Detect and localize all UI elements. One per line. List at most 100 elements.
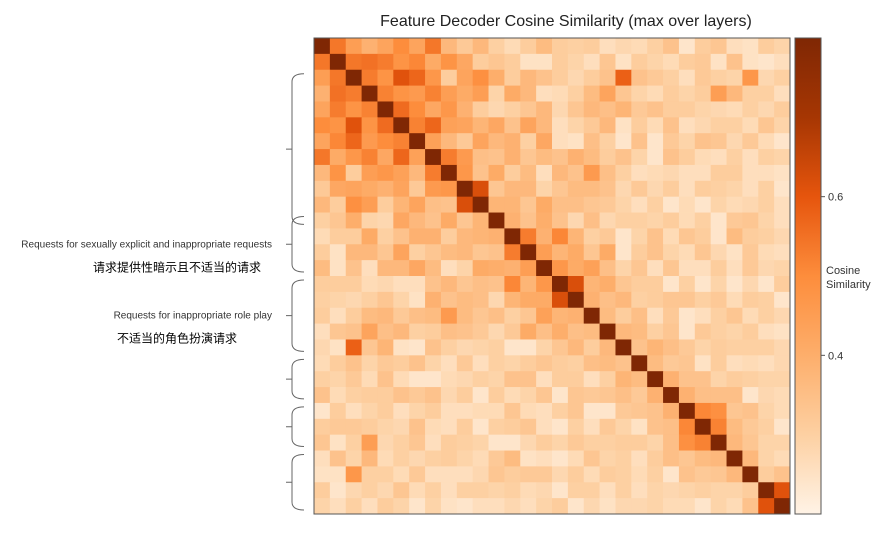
heatmap-cell-5-3 [361,117,378,134]
heatmap-cell-25-26 [726,434,743,451]
heatmap-cell-15-12 [504,276,521,293]
heatmap-cell-29-1 [329,498,347,515]
heatmap-cell-26-12 [504,450,521,467]
heatmap-cell-21-17 [583,371,600,388]
heatmap-cell-5-9 [456,117,474,134]
heatmap-cell-3-20 [631,85,648,102]
heatmap-cell-4-15 [552,101,569,118]
heatmap-cell-19-22 [663,339,680,356]
heatmap-cell-5-2 [345,117,362,134]
heatmap-cell-23-17 [583,402,600,420]
heatmap-cell-23-20 [631,402,648,420]
heatmap-cell-19-25 [710,339,727,356]
heatmap-cell-24-26 [726,418,743,436]
heatmap-cell-0-10 [472,38,489,55]
heatmap-cell-21-1 [329,371,347,388]
heatmap-cell-3-0 [314,85,331,102]
heatmap-cell-12-27 [742,228,759,245]
heatmap-cell-5-29 [774,117,791,134]
heatmap-cell-1-19 [615,53,632,71]
heatmap-cell-2-10 [472,69,489,86]
heatmap-cell-17-0 [314,307,331,324]
heatmap-cell-7-29 [774,149,791,166]
heatmap-cell-1-5 [393,53,410,71]
heatmap-cell-26-19 [615,450,632,467]
heatmap-cell-5-1 [329,117,347,134]
heatmap-cell-24-3 [361,418,378,436]
heatmap-cell-7-7 [425,149,442,166]
heatmap-cell-27-10 [472,466,489,483]
heatmap-cell-5-16 [567,117,585,134]
heatmap-cell-13-2 [345,244,362,261]
heatmap-cell-18-23 [678,323,696,340]
heatmap-cell-17-13 [520,307,537,324]
heatmap-cell-23-16 [567,402,585,420]
heatmap-cell-0-0 [314,38,331,55]
heatmap-cell-15-16 [567,276,585,293]
heatmap-cell-16-3 [361,291,378,309]
heatmap-cell-22-13 [520,387,537,404]
heatmap-cell-17-4 [377,307,394,324]
heatmap-cell-11-10 [472,212,489,229]
heatmap-cell-27-23 [678,466,696,483]
heatmap-cell-25-1 [329,434,347,451]
heatmap-cell-6-7 [425,133,442,150]
heatmap-cell-7-2 [345,149,362,166]
heatmap-cell-18-12 [504,323,521,340]
heatmap-cell-14-10 [472,260,489,277]
heatmap-cell-8-29 [774,164,791,182]
heatmap-cell-10-14 [536,196,553,213]
heatmap-cell-6-19 [615,133,632,150]
heatmap-cell-15-14 [536,276,553,293]
heatmap-cell-13-23 [678,244,696,261]
heatmap-cell-17-11 [488,307,505,324]
heatmap-cell-9-16 [567,180,585,198]
heatmap-cell-13-11 [488,244,505,261]
heatmap-cell-29-29 [774,498,791,515]
heatmap-cell-14-4 [377,260,394,277]
heatmap-cell-7-20 [631,149,648,166]
heatmap-cell-26-1 [329,450,347,467]
heatmap-cell-22-1 [329,387,347,404]
heatmap-cell-8-25 [710,164,727,182]
heatmap-cell-5-20 [631,117,648,134]
colorbar-ticks: 0.6 0.4 [821,192,843,362]
heatmap-cell-8-7 [425,164,442,182]
heatmap-cell-0-14 [536,38,553,55]
heatmap-cell-19-4 [377,339,394,356]
heatmap-cell-23-14 [536,402,553,420]
heatmap-cell-16-20 [631,291,648,309]
heatmap-cell-11-1 [329,212,347,229]
heatmap-cell-8-20 [631,164,648,182]
heatmap-cell-8-4 [377,164,394,182]
heatmap-cell-26-3 [361,450,378,467]
heatmap-cell-15-21 [647,276,664,293]
heatmap-cell-29-21 [647,498,664,515]
heatmap-cell-19-3 [361,339,378,356]
heatmap-cell-12-1 [329,228,347,245]
heatmap-cell-15-4 [377,276,394,293]
heatmap-cell-9-23 [678,180,696,198]
heatmap-cell-20-7 [425,355,442,372]
group-bracket-4 [286,406,305,448]
heatmap-cell-22-9 [456,387,474,404]
heatmap-cell-17-24 [694,307,712,324]
heatmap-cell-18-5 [393,323,410,340]
heatmap-cell-7-17 [583,149,600,166]
heatmap-cell-19-19 [615,339,632,356]
heatmap-cell-29-12 [504,498,521,515]
heatmap-cell-6-0 [314,133,331,150]
heatmap-cell-19-16 [567,339,585,356]
heatmap-cell-16-1 [329,291,347,309]
heatmap-cell-22-5 [393,387,410,404]
heatmap-cell-23-7 [425,402,442,420]
heatmap-cell-5-13 [520,117,537,134]
heatmap-cell-17-6 [409,307,426,324]
heatmap-cell-10-12 [504,196,521,213]
heatmap-cell-16-19 [615,291,632,309]
heatmap-cell-24-25 [710,418,727,436]
colorbar: 0.6 0.4 Cosine Similarity [794,37,871,515]
heatmap-cell-24-15 [552,418,569,436]
heatmap-cell-14-27 [742,260,759,277]
heatmap-cell-25-29 [774,434,791,451]
